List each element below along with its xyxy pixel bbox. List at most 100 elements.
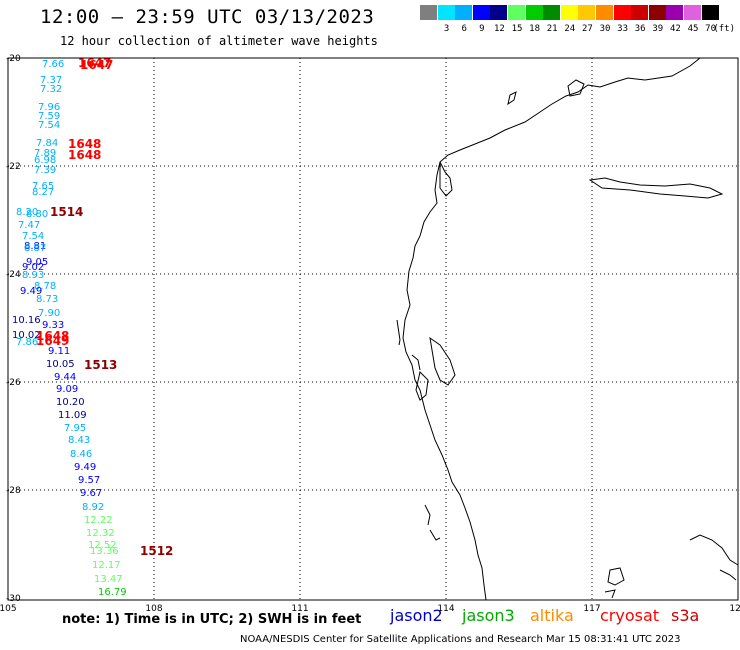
y-tick-label: -30	[6, 594, 21, 604]
wave-height-value: 8.46	[70, 449, 92, 460]
scale-label: 70	[705, 24, 717, 34]
satellite-name: cryosat	[600, 606, 660, 625]
pass-time-label: 1512	[140, 544, 173, 558]
wave-height-value: 16.79	[98, 587, 127, 598]
wave-height-value: 7.89	[34, 148, 56, 159]
y-tick-label: -22	[6, 162, 21, 172]
wave-height-value: 7.47	[18, 220, 40, 231]
wave-height-value: 7.86	[16, 337, 38, 348]
scale-label: 39	[652, 24, 664, 34]
wave-height-value: 6.98	[34, 155, 56, 166]
coastline	[396, 57, 739, 601]
scale-label: 30	[599, 24, 611, 34]
wave-height-value: 7.59	[38, 111, 60, 122]
wave-height-value: 7.37	[40, 75, 62, 86]
scale-swatch	[525, 5, 543, 20]
wave-height-value: 8.20	[16, 207, 38, 218]
satellite-name: jason3	[462, 606, 515, 625]
scale-label: 15	[511, 24, 523, 34]
scale-label: 12	[493, 24, 505, 34]
wave-height-value: 8.80	[26, 209, 48, 220]
scale-swatch	[596, 5, 613, 20]
wave-height-value: 7.84	[36, 138, 58, 149]
wave-height-value: 9.44	[54, 372, 76, 383]
footer-credit: NOAA/NESDIS Center for Satellite Applica…	[240, 634, 681, 645]
scale-label: 9	[479, 24, 485, 34]
scale-swatch	[508, 5, 525, 20]
wave-height-value: 9.33	[42, 320, 64, 331]
wave-height-value: 8.27	[32, 187, 54, 198]
y-tick-label: -24	[6, 270, 21, 280]
y-tick-label: -28	[6, 486, 21, 496]
scale-label: 33	[617, 24, 629, 34]
scale-label: 21	[546, 24, 558, 34]
scale-swatch	[472, 5, 490, 20]
y-tick-label: -26	[6, 378, 21, 388]
wave-height-value: 8.92	[82, 502, 104, 513]
scale-label: 36	[634, 24, 646, 34]
map-subtitle: 12 hour collection of altimeter wave hei…	[60, 34, 378, 48]
scale-label: 24	[564, 24, 576, 34]
scale-label: 45	[687, 24, 699, 34]
wave-height-value: 8.78	[34, 281, 56, 292]
scale-label: 27	[581, 24, 593, 34]
wave-height-value: 8.81	[24, 241, 46, 252]
map-title: 12:00 – 23:59 UTC 03/13/2023	[40, 6, 375, 28]
wave-height-value: 12.52	[88, 540, 117, 551]
pass-time-label: 1513	[84, 358, 117, 372]
x-tick-label: 117	[583, 604, 600, 614]
wave-height-value: 9.05	[26, 257, 48, 268]
wave-height-value: 8.87	[24, 243, 46, 254]
scale-swatch	[631, 5, 649, 20]
y-tick-label: -20	[6, 54, 21, 64]
scale-label: 3	[443, 24, 450, 34]
scale-swatch	[437, 5, 455, 20]
wave-height-value: 8.93	[22, 270, 44, 281]
pass-time-label: 1647	[80, 58, 113, 72]
wave-height-value: 7.54	[22, 231, 44, 242]
pass-time-label: 1514	[50, 205, 83, 219]
x-tick-label: 120	[729, 604, 740, 614]
pass-time-label: 1648	[68, 137, 101, 151]
scale-swatch	[420, 5, 437, 20]
wave-height-value: 9.67	[80, 488, 102, 499]
footer-note: note: 1) Time is in UTC; 2) SWH is in fe…	[62, 612, 362, 627]
wave-height-value: 12.22	[84, 515, 113, 526]
scale-swatch	[490, 5, 508, 20]
scale-label: 18	[529, 24, 541, 34]
wave-height-value: 13.47	[94, 574, 123, 585]
satellite-name: altika	[530, 606, 574, 625]
x-tick-label: 108	[145, 604, 162, 614]
wave-height-value: 10.20	[56, 397, 85, 408]
wave-height-value: 9.49	[20, 286, 42, 297]
scale-swatch	[648, 5, 666, 20]
pass-time-label: 1648	[36, 329, 69, 343]
wave-height-value: 7.90	[38, 308, 60, 319]
wave-height-value: 7.65	[32, 181, 54, 192]
wave-height-value: 12.32	[86, 528, 115, 539]
axis-tick-labels: 105 108 111 114 117 120 -20 -22 -24 -26 -28 -30	[0, 54, 740, 614]
lat-lon-grid	[8, 58, 738, 600]
scale-swatch	[578, 5, 596, 20]
pass-time-label: 1648	[68, 148, 101, 162]
scale-unit: (ft)	[713, 24, 736, 34]
wave-height-value: 7.32	[40, 84, 62, 95]
wave-height-value: 9.49	[74, 462, 96, 473]
scale-swatch	[613, 5, 631, 20]
wave-height-values: 7.667.377.327.967.597.547.847.896.987.39…	[12, 59, 127, 598]
scale-label: 42	[669, 24, 681, 34]
satellite-name: s3a	[671, 606, 700, 625]
scale-swatch	[684, 5, 701, 20]
map-frame	[7, 57, 739, 601]
satellite-name: jason2	[390, 606, 443, 625]
scale-label: 6	[461, 24, 467, 34]
scale-swatch	[666, 5, 684, 20]
wave-height-value: 11.09	[58, 410, 87, 421]
scale-swatch	[543, 5, 561, 20]
wave-height-value: 7.66	[42, 59, 64, 70]
pass-time-label: 1649	[36, 334, 69, 348]
wave-height-value: 7.39	[34, 165, 56, 176]
x-tick-label: 105	[0, 604, 17, 614]
